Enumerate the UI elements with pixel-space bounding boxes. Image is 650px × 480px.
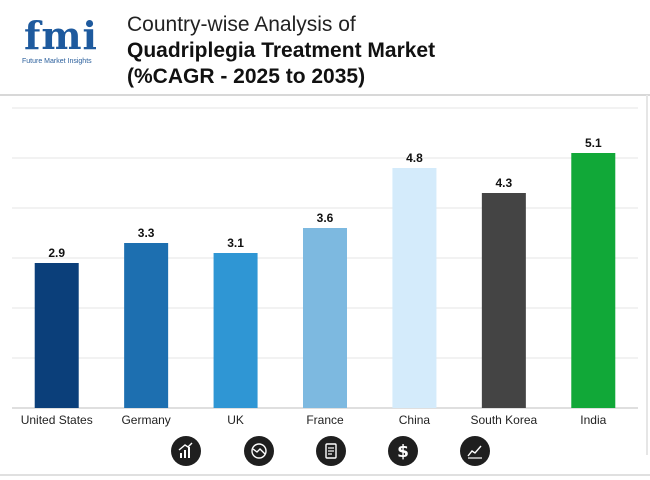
right-border xyxy=(646,95,648,455)
title-line-1: Country-wise Analysis of xyxy=(127,13,356,36)
bottom-divider xyxy=(0,474,650,476)
bar-south-korea xyxy=(481,193,526,408)
trend-line-icon xyxy=(460,436,490,466)
header: fmi Future Market Insights Country-wise … xyxy=(0,0,650,95)
bar-france xyxy=(303,228,347,408)
category-label: United States xyxy=(21,413,93,427)
value-label: 3.6 xyxy=(317,211,334,225)
footer-icon-row: $ xyxy=(0,436,650,470)
logo-wordmark: fmi xyxy=(24,13,98,58)
bar-growth-icon xyxy=(171,436,201,466)
category-label: India xyxy=(580,413,606,427)
value-label: 5.1 xyxy=(585,136,602,150)
category-label: South Korea xyxy=(470,413,537,427)
bar-india xyxy=(571,153,616,408)
title-line-3: (%CAGR - 2025 to 2035) xyxy=(127,65,366,88)
bar-germany xyxy=(124,243,169,408)
value-label: 4.8 xyxy=(406,151,423,165)
fmi-logo: fmi Future Market Insights xyxy=(22,13,112,66)
logo-subtext: Future Market Insights xyxy=(22,58,92,65)
value-label: 3.3 xyxy=(138,226,155,240)
category-label: China xyxy=(399,413,431,427)
bar-chart: 2.9 United States 3.3 Germany 3.1 UK 3.6 France… xyxy=(12,107,638,427)
category-label: France xyxy=(306,413,344,427)
value-label: 3.1 xyxy=(227,236,244,250)
bar-china xyxy=(392,168,437,408)
bar-uk xyxy=(213,253,258,408)
document-icon xyxy=(316,436,346,466)
title-line-2: Quadriplegia Treatment Market xyxy=(127,39,436,62)
svg-text:$: $ xyxy=(397,442,409,461)
value-label: 4.3 xyxy=(496,176,513,190)
decline-chart-icon xyxy=(244,436,274,466)
dollar-icon: $ xyxy=(388,436,418,466)
category-label: UK xyxy=(227,413,244,427)
chart-title: Country-wise Analysis of Quadriplegia Tr… xyxy=(127,12,435,90)
header-divider xyxy=(0,94,650,96)
category-label: Germany xyxy=(121,413,170,427)
bar-united-states xyxy=(34,263,79,408)
value-label: 2.9 xyxy=(48,246,65,260)
